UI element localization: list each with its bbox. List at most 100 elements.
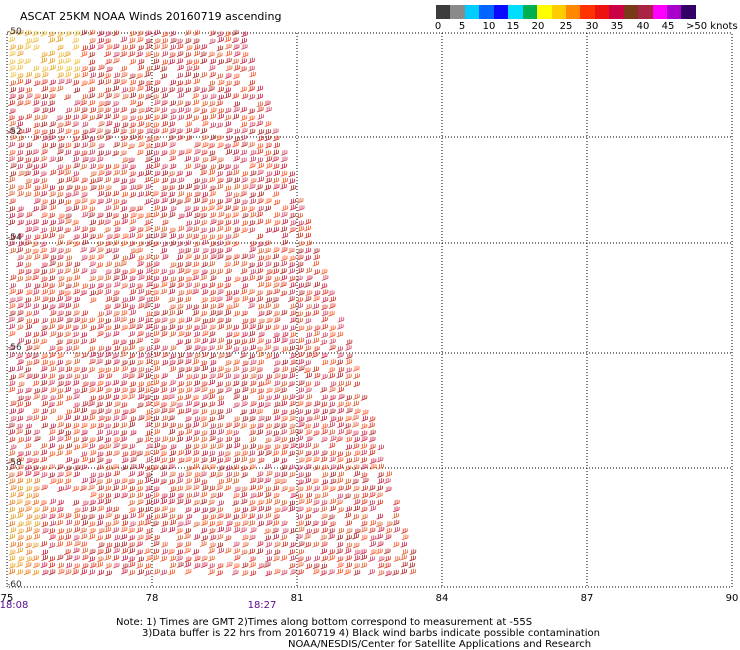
wind-barb	[257, 359, 264, 366]
wind-barb	[113, 281, 121, 288]
wind-barb	[233, 436, 241, 443]
wind-barb	[337, 401, 344, 408]
wind-barb	[8, 310, 16, 317]
wind-barb	[33, 388, 41, 395]
wind-barb	[337, 380, 344, 387]
wind-barb	[144, 415, 152, 421]
wind-barb	[320, 450, 328, 457]
wind-barb	[201, 134, 208, 141]
wind-barb	[72, 331, 79, 338]
wind-barb	[24, 183, 32, 190]
wind-barb	[63, 331, 71, 338]
wind-barb	[48, 323, 55, 330]
wind-barb	[256, 513, 263, 520]
wind-barb	[296, 344, 303, 351]
wind-barb	[97, 514, 104, 521]
wind-barb	[121, 44, 128, 51]
wind-barb	[153, 456, 161, 463]
wind-barb	[136, 115, 143, 122]
wind-barb	[121, 269, 128, 276]
wind-barb	[329, 478, 337, 485]
wind-barb	[112, 150, 119, 157]
wind-barb	[24, 331, 32, 338]
wind-barb	[351, 421, 359, 428]
wind-barb	[216, 317, 224, 324]
wind-barb	[72, 205, 79, 212]
wind-barb	[113, 261, 121, 268]
wind-barb	[8, 59, 16, 65]
wind-barb	[120, 36, 128, 43]
wind-barb	[224, 226, 232, 233]
wind-barb	[328, 394, 336, 401]
wind-barb	[345, 562, 352, 569]
wind-barb	[297, 359, 305, 365]
wind-barb	[32, 99, 40, 106]
wind-barb	[104, 164, 112, 170]
wind-barb	[25, 457, 33, 464]
wind-barb	[144, 289, 152, 296]
wind-barb	[304, 423, 311, 430]
wind-barb	[32, 170, 39, 176]
wind-barb	[289, 442, 297, 449]
wind-barb	[321, 464, 328, 471]
wind-barb	[217, 450, 224, 457]
wind-barb	[208, 331, 216, 337]
wind-barb	[241, 51, 249, 58]
wind-barb	[56, 324, 64, 331]
wind-barb	[161, 548, 168, 555]
wind-barb	[87, 513, 95, 520]
wind-barb	[97, 100, 105, 107]
wind-barb	[289, 429, 296, 435]
wind-barb	[40, 262, 48, 269]
wind-barb	[23, 500, 31, 506]
wind-barb	[351, 478, 359, 485]
wind-barb	[224, 31, 231, 37]
wind-barb	[296, 232, 303, 239]
wind-barb	[88, 115, 95, 121]
wind-barb	[48, 528, 55, 535]
wind-barb	[128, 253, 135, 260]
wind-barb	[304, 318, 312, 324]
wind-barb	[233, 183, 240, 190]
wind-barb	[97, 311, 104, 318]
wind-barb	[200, 527, 208, 534]
wind-barb	[273, 317, 281, 323]
wind-barb	[169, 486, 177, 493]
wind-barb	[177, 276, 184, 283]
wind-barb	[257, 248, 264, 254]
wind-barb	[257, 281, 265, 288]
wind-barb	[384, 534, 392, 541]
wind-barb	[296, 435, 303, 442]
wind-barb	[369, 429, 376, 436]
wind-barb	[320, 570, 327, 576]
wind-barb	[216, 437, 223, 444]
wind-barb	[249, 192, 256, 199]
wind-barb	[112, 359, 120, 365]
wind-barb	[249, 269, 257, 275]
wind-barb	[33, 122, 40, 129]
wind-barb	[279, 281, 287, 288]
wind-barb	[216, 31, 224, 38]
wind-barb	[96, 352, 104, 359]
wind-barb	[217, 479, 224, 485]
wind-barb	[249, 429, 256, 436]
wind-barb	[264, 121, 272, 127]
wind-barb	[168, 184, 175, 191]
wind-barb	[25, 211, 33, 218]
wind-barb	[224, 360, 232, 366]
wind-barb	[192, 401, 200, 408]
wind-barb	[313, 269, 320, 276]
wind-barb	[105, 58, 112, 65]
wind-barb	[57, 198, 64, 205]
wind-barb	[208, 185, 216, 192]
wind-barb	[289, 325, 296, 332]
wind-barb	[16, 423, 23, 430]
wind-barb	[161, 92, 168, 99]
wind-barb	[161, 197, 168, 204]
wind-barb	[297, 282, 304, 289]
wind-barb	[273, 549, 281, 556]
wind-barb	[209, 303, 217, 310]
wind-barb	[128, 470, 135, 477]
wind-barb	[105, 401, 112, 408]
wind-barb	[73, 225, 80, 232]
